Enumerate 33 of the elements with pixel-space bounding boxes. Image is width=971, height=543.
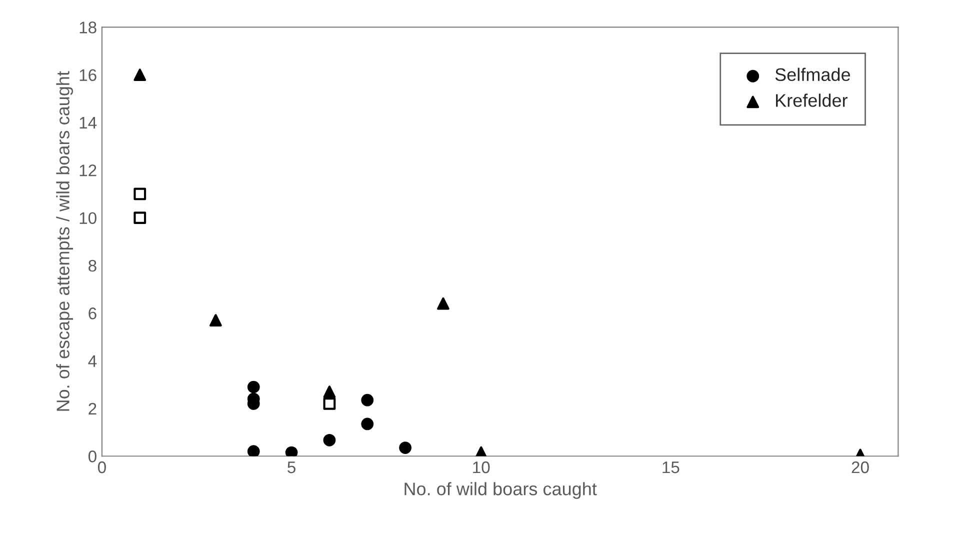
y-tick-label: 10 [80, 212, 96, 224]
point [134, 212, 146, 224]
y-tick-label: 4 [88, 355, 97, 367]
point [210, 314, 222, 326]
point [323, 386, 336, 398]
legend-label: Krefelder [776, 94, 848, 107]
point [247, 380, 260, 394]
y-tick-label: 0 [88, 450, 96, 462]
x-tick-label: 10 [473, 461, 490, 474]
legend-label: Selfmade [775, 68, 850, 82]
y-tick-label: 16 [80, 69, 96, 82]
x-tick-label: 20 [852, 461, 869, 474]
y-tick-label: 12 [80, 164, 96, 176]
x-axis-title: No. of wild boars caught [404, 482, 597, 499]
point [361, 418, 374, 430]
y-axis-title: No. of escape attempts / wild boars caught [56, 71, 73, 411]
point [134, 68, 146, 82]
y-tick-label: 8 [88, 260, 96, 272]
point [247, 445, 260, 456]
point [285, 446, 298, 456]
x-tick-label: 0 [98, 461, 106, 474]
x-tick-label: 15 [662, 462, 680, 474]
y-tick-label: 2 [88, 402, 96, 414]
point [436, 297, 450, 310]
point [399, 442, 412, 454]
y-tick-label: 14 [80, 117, 97, 129]
point [323, 397, 336, 410]
y-tick-label: 18 [80, 22, 96, 34]
point [361, 394, 374, 406]
y-tick-label: 6 [88, 308, 96, 320]
x-tick-label: 5 [288, 462, 296, 474]
point [323, 434, 336, 446]
point [134, 188, 146, 200]
